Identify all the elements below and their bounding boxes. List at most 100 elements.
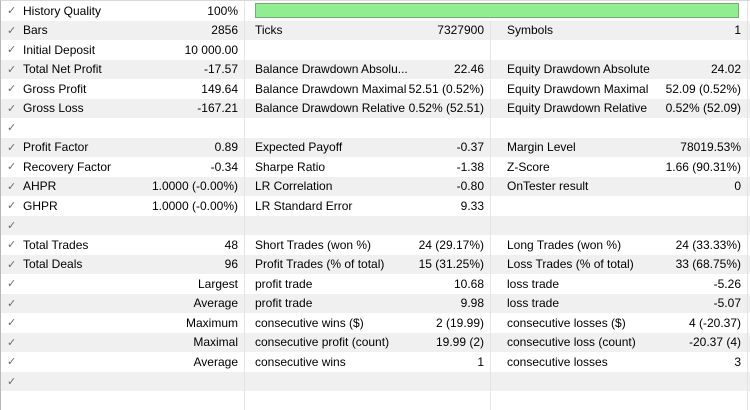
- table-row: ✓ Recovery Factor -0.34 Sharpe Ratio -1.…: [1, 157, 750, 177]
- stat-label: Ticks: [255, 23, 283, 38]
- stat-label: consecutive wins: [255, 354, 346, 369]
- stat-value: 3: [734, 354, 741, 369]
- check-icon: ✓: [7, 83, 17, 96]
- stats-section-left: ✓ GHPR 1.0000 (-0.00%): [1, 196, 245, 216]
- stat-label: Expected Payoff: [255, 140, 343, 155]
- stats-section-left: ✓: [1, 371, 245, 391]
- stat-value: 48: [224, 237, 238, 252]
- stats-section-left: ✓ Average: [1, 293, 245, 313]
- stat-label: profit trade: [255, 296, 313, 311]
- stat-label: LR Standard Error: [255, 198, 353, 213]
- stat-label: Balance Drawdown Maximal: [255, 81, 407, 96]
- stats-section-right: loss trade -5.26: [491, 274, 748, 294]
- stats-section-right: Z-Score 1.66 (90.31%): [491, 157, 748, 177]
- stat-value: 9.98: [460, 296, 484, 311]
- table-row: ✓: [1, 371, 750, 391]
- stat-label: GHPR: [23, 198, 58, 213]
- stats-section-middle: [245, 371, 491, 391]
- stat-label: consecutive losses ($): [507, 315, 626, 330]
- stats-section-middle: Sharpe Ratio -1.38: [245, 157, 491, 177]
- stats-section-right: [491, 118, 748, 138]
- stat-value: 2 (19.99): [435, 315, 484, 330]
- stat-label: profit trade: [255, 276, 313, 291]
- stat-value: 0.89: [214, 140, 238, 155]
- stat-value: 1.0000 (-0.00%): [151, 179, 238, 194]
- stats-section-right: Loss Trades (% of total) 33 (68.75%): [491, 254, 748, 274]
- check-icon: ✓: [7, 219, 17, 232]
- stats-section-middle: consecutive wins ($) 2 (19.99): [245, 313, 491, 333]
- stats-section-left: ✓ Initial Deposit 10 000.00: [1, 40, 245, 60]
- stats-section-right: Long Trades (won %) 24 (33.33%): [491, 235, 748, 255]
- stat-label: loss trade: [507, 296, 560, 311]
- stats-section-middle: Balance Drawdown Relative 0.52% (52.51): [245, 98, 491, 118]
- stats-section-right: Symbols 1: [491, 20, 748, 40]
- table-row: ✓ Gross Loss -167.21 Balance Drawdown Re…: [1, 98, 750, 118]
- check-icon: ✓: [7, 336, 17, 349]
- stats-section-right: [491, 40, 748, 60]
- stats-section-right: Equity Drawdown Absolute 24.02: [491, 59, 748, 79]
- stat-label: Symbols: [507, 23, 554, 38]
- stat-value: 0.52% (52.09): [665, 101, 741, 116]
- stat-value: 1.0000 (-0.00%): [151, 198, 238, 213]
- stat-label: Profit Trades (% of total): [255, 257, 385, 272]
- stat-value: Largest: [197, 276, 238, 291]
- stat-value: Maximum: [185, 315, 238, 330]
- table-row: ✓ Largest profit trade 10.68 loss trade …: [1, 274, 750, 294]
- stats-section-right: consecutive losses ($) 4 (-20.37): [491, 313, 748, 333]
- stats-section-left: ✓ Largest: [1, 274, 245, 294]
- stats-section-middle: LR Correlation -0.80: [245, 176, 491, 196]
- stat-label: Gross Loss: [23, 101, 84, 116]
- stat-value: -17.57: [203, 62, 238, 77]
- stats-section-middle: Balance Drawdown Absolu... 22.46: [245, 59, 491, 79]
- stat-value: -0.34: [210, 159, 238, 174]
- check-icon: ✓: [7, 200, 17, 213]
- stats-section-left: ✓: [1, 118, 245, 138]
- stat-value: 52.09 (0.52%): [665, 81, 741, 96]
- table-row: ✓ Gross Profit 149.64 Balance Drawdown M…: [1, 79, 750, 99]
- check-icon: ✓: [7, 44, 17, 57]
- stat-label: Total Trades: [23, 237, 89, 252]
- stats-section-middle: profit trade 9.98: [245, 293, 491, 313]
- stats-section-right: OnTester result 0: [491, 176, 748, 196]
- stat-label: Balance Drawdown Absolu...: [255, 62, 408, 77]
- table-row: ✓: [1, 118, 750, 138]
- stat-label: loss trade: [507, 276, 560, 291]
- stat-value: 10.68: [453, 276, 484, 291]
- stat-label: Recovery Factor: [23, 159, 112, 174]
- stats-section-middle: Profit Trades (% of total) 15 (31.25%): [245, 254, 491, 274]
- stat-label: Equity Drawdown Relative: [507, 101, 648, 116]
- check-icon: ✓: [7, 317, 17, 330]
- stats-section-middle: Expected Payoff -0.37: [245, 137, 491, 157]
- stats-section-left: ✓: [1, 215, 245, 235]
- check-icon: ✓: [7, 258, 17, 271]
- stats-section-left: ✓ Gross Profit 149.64: [1, 79, 245, 99]
- table-row: ✓ Average profit trade 9.98 loss trade -…: [1, 293, 750, 313]
- check-icon: ✓: [7, 102, 17, 115]
- stat-value: 7327900: [437, 23, 484, 38]
- stat-label: Profit Factor: [23, 140, 89, 155]
- stats-section-left: ✓ Recovery Factor -0.34: [1, 157, 245, 177]
- stats-section-right: consecutive losses 3: [491, 352, 748, 372]
- progress-fill: [255, 3, 739, 19]
- stat-value: Average: [193, 354, 238, 369]
- stat-value: 33 (68.75%): [675, 257, 741, 272]
- stats-section-middle: [245, 40, 491, 60]
- stats-section-left: ✓ Profit Factor 0.89: [1, 137, 245, 157]
- stats-section-right: loss trade -5.07: [491, 293, 748, 313]
- stat-value: 0: [734, 179, 741, 194]
- stat-label: Loss Trades (% of total): [507, 257, 634, 272]
- table-row: ✓ Total Deals 96 Profit Trades (% of tot…: [1, 254, 750, 274]
- check-icon: ✓: [7, 180, 17, 193]
- stat-label: LR Correlation: [255, 179, 333, 194]
- stats-section-left: ✓ Gross Loss -167.21: [1, 98, 245, 118]
- stat-value: -1.38: [456, 159, 484, 174]
- stats-section-middle: Short Trades (won %) 24 (29.17%): [245, 235, 491, 255]
- stat-label: AHPR: [23, 179, 57, 194]
- stat-value: 96: [224, 257, 238, 272]
- table-row: ✓ History Quality 100%: [1, 1, 750, 21]
- stat-value: Average: [193, 296, 238, 311]
- stat-label: consecutive loss (count): [507, 335, 636, 350]
- table-row: [1, 391, 750, 410]
- stat-label: consecutive losses: [507, 354, 608, 369]
